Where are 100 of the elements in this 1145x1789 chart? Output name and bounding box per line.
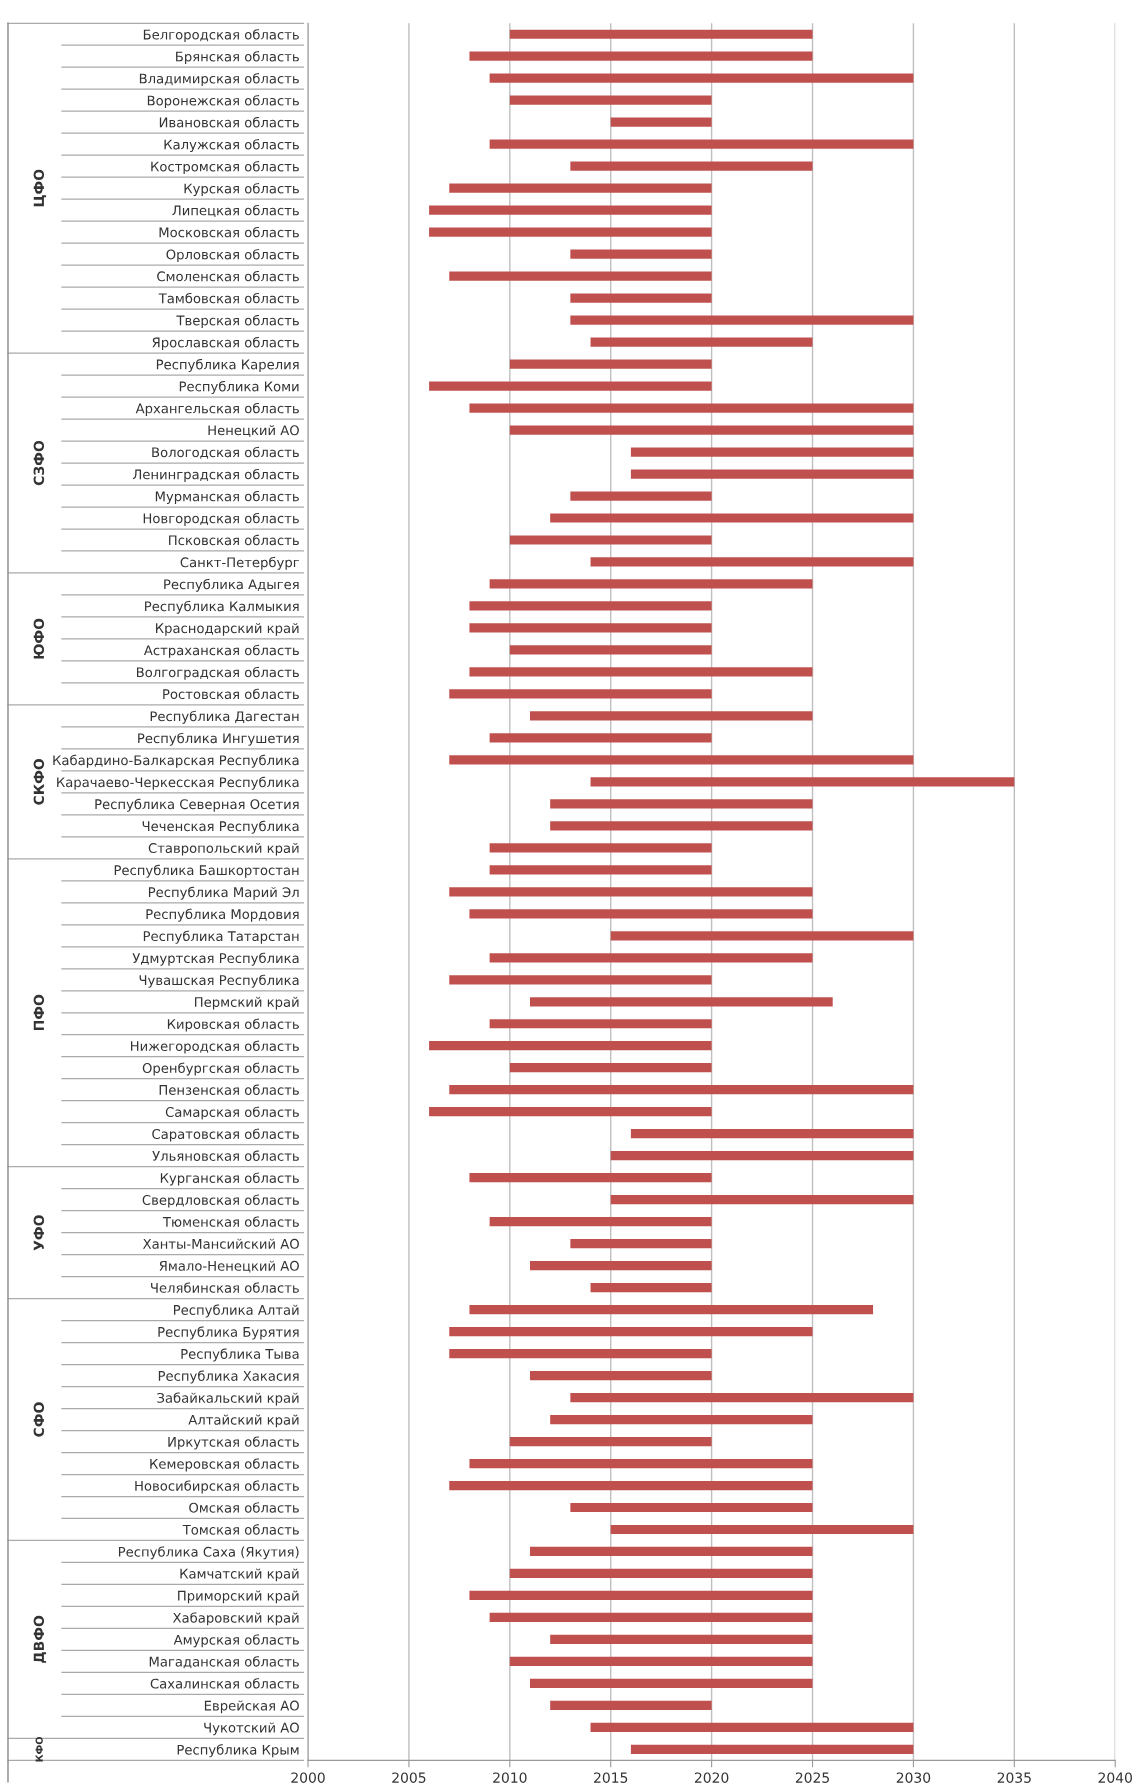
- bar: [449, 1348, 712, 1359]
- y-tick-label: Псковская область: [169, 534, 299, 546]
- bar: [489, 1217, 712, 1227]
- bar: [509, 425, 914, 435]
- bar: [610, 1195, 914, 1205]
- bar: [429, 205, 712, 215]
- y-tick-label: Республика Хакасия: [158, 1370, 299, 1384]
- y-tick-label: Калужская область: [164, 139, 299, 153]
- bar: [489, 733, 712, 743]
- bar: [469, 667, 813, 677]
- bar: [449, 1085, 914, 1095]
- bar: [570, 161, 813, 171]
- bar: [610, 1151, 914, 1161]
- bar: [509, 535, 712, 545]
- bar: [469, 403, 914, 413]
- bar: [469, 1173, 712, 1183]
- y-tick-label: Удмуртская Республика: [132, 952, 299, 966]
- y-tick-label: Республика Марий Эл: [148, 886, 299, 900]
- bar: [449, 183, 712, 193]
- x-tick-label: 2010: [493, 1772, 527, 1783]
- x-tick-label: 2025: [795, 1772, 829, 1783]
- y-tick-label: Сахалинская область: [150, 1678, 299, 1689]
- bar: [570, 315, 914, 325]
- bar: [489, 139, 914, 149]
- y-tick-label: Курская область: [184, 183, 299, 197]
- bar: [550, 1700, 712, 1711]
- y-tick-label: Ульяновская область: [152, 1150, 299, 1161]
- y-tick-label: Воронежская область: [147, 95, 299, 109]
- bar: [630, 1129, 914, 1139]
- y-tick-label: Ивановская область: [159, 116, 299, 128]
- y-tick-label: Ростовская область: [163, 688, 299, 700]
- bar: [449, 755, 914, 765]
- y-tick-label: Иркутская область: [168, 1436, 299, 1450]
- y-tick-label: Республика Башкортостан: [114, 864, 299, 878]
- text: УФО: [33, 1215, 45, 1251]
- y-tick-label: Республика Тыва: [181, 1348, 299, 1362]
- y-tick-label: Волгоградская область: [136, 666, 299, 680]
- bar: [449, 689, 712, 699]
- y-tick-label: Курганская область: [160, 1172, 299, 1186]
- y-tick-label: Хабаровский край: [172, 1612, 299, 1626]
- y-tick-label: Ярославская область: [152, 336, 299, 350]
- y-tick-label: Камчатский край: [180, 1568, 299, 1582]
- y-tick-label: Ленинградская область: [132, 468, 299, 482]
- bar: [570, 1392, 914, 1403]
- y-tick-label: Кемеровская область: [150, 1458, 299, 1472]
- bar: [529, 997, 833, 1007]
- bar: [469, 1590, 813, 1601]
- bar: [550, 821, 813, 831]
- y-tick-label: Челябинская область: [151, 1282, 299, 1293]
- bar: [630, 1744, 914, 1754]
- bar: [509, 1656, 813, 1667]
- y-tick-label: Мурманская область: [155, 490, 299, 504]
- bar: [449, 271, 712, 281]
- bar: [570, 491, 712, 501]
- bar: [529, 1370, 712, 1381]
- bar: [449, 887, 813, 897]
- bar: [469, 909, 813, 919]
- bar: [550, 1634, 813, 1645]
- y-tick-label: Пензенская область: [159, 1084, 299, 1095]
- bar: [509, 1436, 712, 1447]
- y-tick-label: Республика Коми: [179, 380, 299, 394]
- bar: [429, 1107, 712, 1117]
- y-tick-label: Владимирская область: [139, 73, 299, 87]
- y-tick-label: Магаданская область: [149, 1656, 299, 1669]
- text: ЮФО: [33, 618, 45, 659]
- bar: [489, 579, 813, 589]
- y-tick-label: Чувашская Республика: [139, 974, 299, 988]
- bar: [529, 711, 813, 721]
- bar: [610, 931, 914, 941]
- y-tick-label: Брянская область: [176, 51, 299, 65]
- bar: [469, 601, 712, 611]
- text: СКФО: [33, 759, 45, 805]
- bar: [550, 513, 914, 523]
- y-tick-label: Вологодская область: [152, 446, 299, 459]
- y-tick-label: Еврейская АО: [204, 1700, 299, 1714]
- text: ЦФО: [33, 169, 47, 207]
- x-tick-label: 2015: [594, 1772, 628, 1783]
- y-tick-label: Республика Карелия: [156, 358, 299, 372]
- y-tick-label: Республика Крым: [177, 1744, 299, 1758]
- bar: [610, 1524, 914, 1535]
- bar: [509, 1568, 813, 1579]
- bar: [570, 1502, 813, 1513]
- bar: [449, 1480, 813, 1491]
- bar: [509, 1063, 712, 1073]
- y-tick-label: Архангельская область: [135, 402, 299, 416]
- bar: [489, 1019, 712, 1029]
- y-tick-label: Астраханская область: [143, 644, 299, 658]
- bar: [509, 29, 813, 39]
- x-tick-label: 2000: [291, 1772, 325, 1783]
- text: СЗФО: [33, 440, 45, 486]
- x-tick-label: 2030: [896, 1772, 931, 1783]
- y-tick-label: Карачаево-Черкесская Республика: [57, 776, 299, 790]
- bar: [469, 1304, 874, 1315]
- bar: [509, 359, 712, 369]
- bar: [509, 645, 712, 655]
- y-tick-label: Смоленская область: [157, 270, 299, 282]
- y-tick-label: Оренбургская область: [142, 1062, 299, 1076]
- bar: [570, 293, 712, 303]
- y-tick-label: Саратовская область: [152, 1128, 299, 1142]
- bar: [550, 799, 813, 809]
